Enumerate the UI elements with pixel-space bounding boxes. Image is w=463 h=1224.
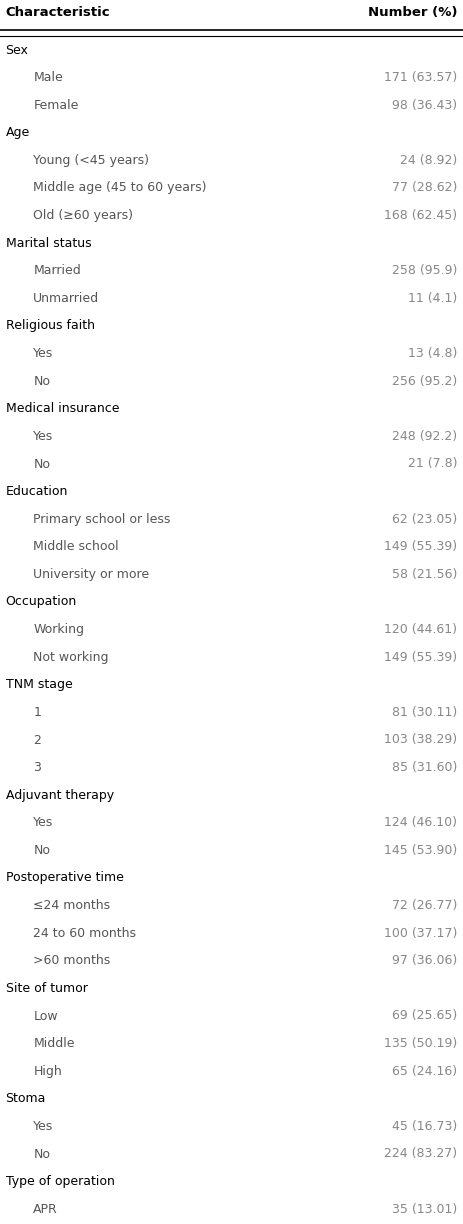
Text: Sex: Sex (6, 44, 28, 56)
Text: ≤24 months: ≤24 months (33, 900, 111, 912)
Text: No: No (33, 1148, 50, 1160)
Text: 103 (38.29): 103 (38.29) (384, 733, 457, 747)
Text: University or more: University or more (33, 568, 150, 581)
Text: 248 (92.2): 248 (92.2) (392, 430, 457, 443)
Text: 120 (44.61): 120 (44.61) (384, 623, 457, 636)
Text: 21 (7.8): 21 (7.8) (408, 458, 457, 470)
Text: Young (<45 years): Young (<45 years) (33, 154, 150, 166)
Text: 24 (8.92): 24 (8.92) (400, 154, 457, 166)
Text: 145 (53.90): 145 (53.90) (384, 843, 457, 857)
Text: 58 (21.56): 58 (21.56) (392, 568, 457, 581)
Text: Postoperative time: Postoperative time (6, 871, 124, 885)
Text: Old (≥60 years): Old (≥60 years) (33, 209, 133, 222)
Text: 124 (46.10): 124 (46.10) (384, 816, 457, 830)
Text: Site of tumor: Site of tumor (6, 982, 88, 995)
Text: 149 (55.39): 149 (55.39) (384, 651, 457, 663)
Text: Religious faith: Religious faith (6, 319, 94, 333)
Text: No: No (33, 458, 50, 470)
Text: Stoma: Stoma (6, 1092, 46, 1105)
Text: Not working: Not working (33, 651, 109, 663)
Text: 81 (30.11): 81 (30.11) (392, 706, 457, 718)
Text: 171 (63.57): 171 (63.57) (384, 71, 457, 84)
Text: 3: 3 (33, 761, 41, 774)
Text: 85 (31.60): 85 (31.60) (392, 761, 457, 774)
Text: 13 (4.8): 13 (4.8) (408, 348, 457, 360)
Text: Marital status: Marital status (6, 236, 91, 250)
Text: APR: APR (33, 1203, 58, 1215)
Text: Male: Male (33, 71, 63, 84)
Text: Low: Low (33, 1010, 58, 1022)
Text: Unmarried: Unmarried (33, 291, 100, 305)
Text: 224 (83.27): 224 (83.27) (384, 1148, 457, 1160)
Text: 256 (95.2): 256 (95.2) (392, 375, 457, 388)
Text: Characteristic: Characteristic (6, 6, 110, 20)
Text: High: High (33, 1065, 62, 1077)
Text: No: No (33, 375, 50, 388)
Text: 77 (28.62): 77 (28.62) (392, 181, 457, 195)
Text: 45 (16.73): 45 (16.73) (392, 1120, 457, 1133)
Text: 149 (55.39): 149 (55.39) (384, 540, 457, 553)
Text: 258 (95.9): 258 (95.9) (392, 264, 457, 278)
Text: 100 (37.17): 100 (37.17) (384, 927, 457, 940)
Text: Working: Working (33, 623, 84, 636)
Text: 65 (24.16): 65 (24.16) (392, 1065, 457, 1077)
Text: Education: Education (6, 485, 68, 498)
Text: Medical insurance: Medical insurance (6, 403, 119, 415)
Text: 62 (23.05): 62 (23.05) (392, 513, 457, 525)
Text: Yes: Yes (33, 348, 54, 360)
Text: TNM stage: TNM stage (6, 678, 72, 692)
Text: 11 (4.1): 11 (4.1) (408, 291, 457, 305)
Text: 24 to 60 months: 24 to 60 months (33, 927, 136, 940)
Text: Number (%): Number (%) (368, 6, 457, 20)
Text: No: No (33, 843, 50, 857)
Text: Age: Age (6, 126, 30, 140)
Text: 135 (50.19): 135 (50.19) (384, 1037, 457, 1050)
Text: 98 (36.43): 98 (36.43) (392, 99, 457, 111)
Text: Middle: Middle (33, 1037, 75, 1050)
Text: 1: 1 (33, 706, 41, 718)
Text: Yes: Yes (33, 816, 54, 830)
Text: Middle school: Middle school (33, 540, 119, 553)
Text: 69 (25.65): 69 (25.65) (392, 1010, 457, 1022)
Text: Yes: Yes (33, 430, 54, 443)
Text: 35 (13.01): 35 (13.01) (392, 1203, 457, 1215)
Text: Middle age (45 to 60 years): Middle age (45 to 60 years) (33, 181, 207, 195)
Text: Primary school or less: Primary school or less (33, 513, 171, 525)
Text: Female: Female (33, 99, 79, 111)
Text: Type of operation: Type of operation (6, 1175, 114, 1189)
Text: Occupation: Occupation (6, 596, 77, 608)
Text: >60 months: >60 months (33, 955, 111, 967)
Text: Married: Married (33, 264, 81, 278)
Text: 168 (62.45): 168 (62.45) (384, 209, 457, 222)
Text: 2: 2 (33, 733, 41, 747)
Text: Yes: Yes (33, 1120, 54, 1133)
Text: Adjuvant therapy: Adjuvant therapy (6, 788, 114, 802)
Text: 72 (26.77): 72 (26.77) (392, 900, 457, 912)
Text: 97 (36.06): 97 (36.06) (392, 955, 457, 967)
